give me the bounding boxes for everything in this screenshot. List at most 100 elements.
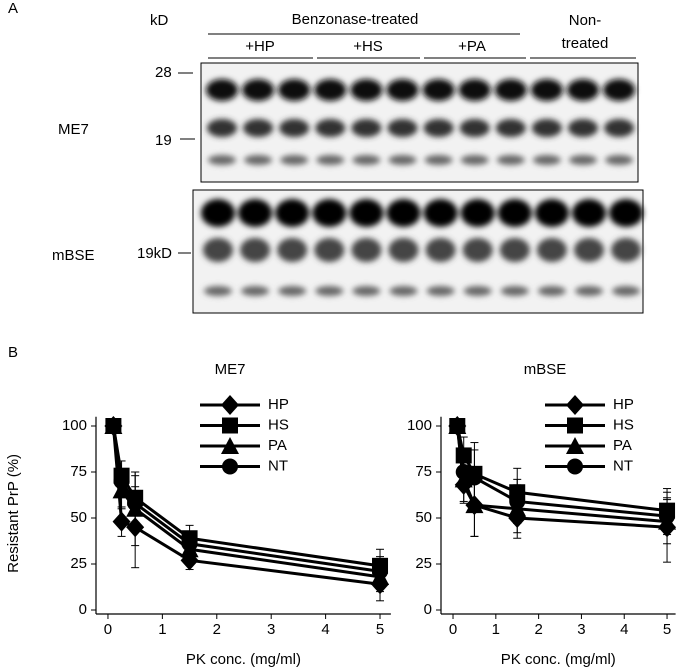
marker [566, 437, 584, 454]
x-tick-label: 0 [104, 621, 112, 638]
band [574, 238, 604, 262]
y-tick-label: 100 [62, 417, 87, 434]
group-label: Benzonase-treated [292, 11, 419, 28]
marker [112, 511, 131, 532]
band [603, 79, 636, 101]
y-tick-label: 75 [70, 463, 87, 480]
marker [221, 437, 239, 454]
band [611, 238, 642, 262]
x-tick-label: 4 [620, 621, 628, 638]
band [534, 199, 569, 227]
legend-label: NT [613, 457, 633, 474]
band [204, 286, 232, 296]
band [278, 79, 311, 101]
band [206, 79, 238, 101]
blot [200, 62, 639, 183]
band [388, 238, 419, 262]
band [241, 286, 270, 296]
band [207, 119, 237, 137]
y-tick-label: 25 [415, 555, 432, 572]
band [387, 119, 418, 137]
x-tick-label: 3 [267, 621, 275, 638]
band [386, 79, 419, 101]
lane-label: +HP [245, 38, 275, 55]
kd-label: kD [150, 12, 169, 29]
panel-label: A [8, 0, 18, 17]
band [500, 286, 529, 296]
lane-label: Non- [569, 12, 602, 29]
series-line [455, 425, 668, 518]
x-tick-label: 2 [213, 621, 221, 638]
band [612, 286, 641, 296]
band [278, 286, 307, 296]
band [242, 79, 275, 101]
band [423, 119, 454, 137]
x-tick-label: 2 [534, 621, 542, 638]
lane-label: +PA [458, 38, 486, 55]
band [531, 119, 562, 137]
band [280, 155, 309, 165]
band [423, 199, 458, 227]
band [351, 119, 382, 137]
band [567, 79, 599, 101]
x-tick-label: 3 [577, 621, 585, 638]
band [349, 199, 384, 227]
x-tick-label: 1 [492, 621, 500, 638]
marker [466, 469, 483, 486]
y-tick-label: 75 [415, 463, 432, 480]
band [530, 79, 563, 101]
band [537, 286, 566, 296]
series-line [111, 425, 381, 579]
chart-title: mBSE [524, 361, 567, 378]
band [609, 199, 644, 227]
mw-marker: 19 [155, 132, 172, 149]
band [312, 199, 347, 227]
legend-label: PA [613, 437, 632, 454]
row-label: ME7 [58, 121, 89, 138]
band [352, 155, 381, 165]
band [388, 155, 417, 165]
x-tick-label: 1 [158, 621, 166, 638]
y-tick-label: 50 [70, 509, 87, 526]
blot-bands [201, 79, 644, 296]
band [243, 119, 274, 137]
band [315, 286, 344, 296]
band [203, 238, 233, 262]
band [532, 155, 561, 165]
y-tick-label: 100 [407, 417, 432, 434]
band [459, 119, 490, 137]
band [496, 155, 525, 165]
legend-label: NT [268, 457, 288, 474]
band [314, 79, 347, 101]
band [386, 199, 421, 227]
marker [509, 493, 526, 510]
x-axis-label: PK conc. (mg/ml) [501, 651, 616, 668]
marker [567, 417, 583, 434]
band [568, 119, 598, 137]
y-tick-label: 0 [79, 601, 87, 618]
y-axis-label: Resistant PrP (%) [5, 454, 22, 573]
legend-label: HP [268, 396, 289, 413]
x-axis-label: PK conc. (mg/ml) [186, 651, 301, 668]
y-tick-label: 50 [415, 509, 432, 526]
band [389, 286, 418, 296]
marker [105, 418, 122, 434]
marker [566, 395, 584, 415]
band [425, 238, 456, 262]
legend-label: HS [613, 416, 634, 433]
band [315, 119, 346, 137]
mw-marker: 28 [155, 64, 172, 81]
marker [222, 458, 238, 475]
band [495, 119, 526, 137]
lane-label: +HS [353, 38, 383, 55]
band [462, 238, 493, 262]
y-tick-label: 25 [70, 555, 87, 572]
row-label: mBSE [52, 247, 95, 264]
marker [659, 508, 676, 525]
band [499, 238, 530, 262]
band [275, 199, 310, 227]
panel-label: B [8, 344, 18, 361]
band [604, 119, 635, 137]
band [569, 155, 597, 165]
